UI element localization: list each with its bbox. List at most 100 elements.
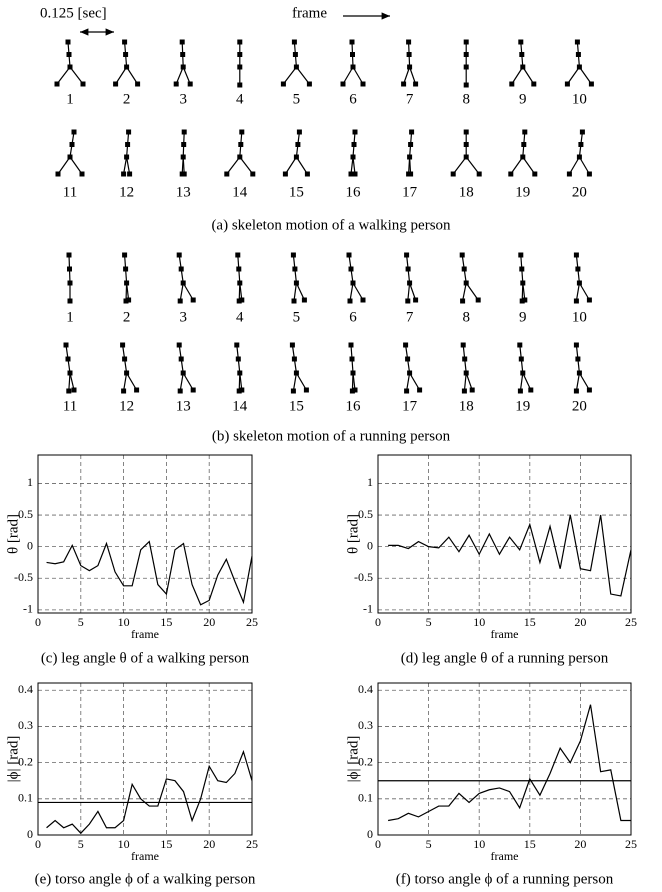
joint: [405, 356, 411, 362]
data-line: [46, 749, 253, 835]
joint: [179, 39, 185, 45]
joint: [289, 342, 295, 348]
joint: [295, 142, 301, 147]
joint: [578, 142, 584, 147]
y-tick-label: -1: [363, 602, 373, 616]
joint: [579, 129, 585, 135]
y-tick-label: 0.4: [18, 682, 33, 696]
bone: [522, 66, 535, 85]
frame-label: 9: [519, 309, 527, 325]
joint: [280, 81, 286, 87]
bone: [519, 372, 524, 392]
joint: [459, 252, 465, 258]
y-tick-label: -0.5: [14, 570, 33, 584]
joint: [586, 297, 592, 303]
joint: [69, 142, 75, 147]
joint: [405, 298, 411, 304]
bone: [293, 282, 297, 302]
bone: [522, 156, 536, 175]
joint: [55, 171, 61, 177]
joint: [122, 39, 128, 45]
joint: [417, 387, 423, 393]
joint: [236, 298, 242, 304]
frame-label: 17: [402, 398, 418, 414]
joint: [306, 81, 312, 87]
bone: [465, 282, 479, 301]
x-tick-label: 5: [78, 615, 84, 629]
bone: [578, 156, 590, 175]
bone: [409, 156, 412, 175]
x-tick-label: 15: [524, 837, 536, 851]
joint: [349, 356, 355, 362]
frame-label: 16: [346, 398, 362, 414]
bone: [295, 156, 308, 175]
x-tick-label: 15: [160, 837, 172, 851]
joint: [177, 298, 183, 304]
joint: [408, 142, 414, 147]
bone: [511, 66, 524, 85]
frame-label: 19: [515, 398, 530, 414]
joint: [406, 39, 412, 45]
joint: [121, 171, 127, 177]
joint: [63, 342, 69, 348]
joint: [176, 342, 182, 348]
bone: [123, 156, 128, 175]
x-tick-label: 25: [246, 837, 258, 851]
frame-label: 4: [236, 91, 244, 107]
joint: [123, 266, 129, 272]
x-tick-label: 10: [118, 615, 130, 629]
y-tick-label: 0: [367, 538, 373, 552]
y-tick-label: 0.1: [18, 791, 33, 805]
joint: [469, 387, 475, 393]
joint: [250, 171, 256, 177]
bone: [350, 156, 354, 175]
joint: [292, 52, 298, 57]
joint: [475, 297, 481, 303]
caption: (a) skeleton motion of a walking person: [211, 217, 451, 233]
joint: [463, 39, 469, 45]
joint: [178, 356, 184, 362]
joint: [406, 52, 412, 57]
joint: [352, 129, 358, 135]
bone: [409, 282, 417, 301]
bone: [295, 282, 305, 301]
joint: [65, 39, 71, 45]
y-tick-label: 0: [27, 538, 33, 552]
frame-label: 14: [232, 184, 248, 200]
x-axis-label: frame: [131, 849, 159, 863]
joint: [79, 171, 85, 177]
joint: [190, 387, 196, 393]
joint: [461, 266, 467, 272]
y-tick-label: 0: [27, 827, 33, 841]
bone: [182, 372, 194, 391]
joint: [181, 142, 187, 147]
joint: [65, 356, 71, 362]
joint: [126, 129, 132, 135]
joint: [403, 342, 409, 348]
x-tick-label: 25: [246, 615, 258, 629]
joint: [351, 142, 357, 147]
bone: [352, 66, 364, 85]
bone: [69, 156, 83, 175]
chart-title: (f) torso angle ϕ of a running person: [396, 871, 614, 887]
bone: [406, 372, 411, 392]
joint: [401, 81, 407, 87]
joint: [113, 81, 119, 87]
frame-label: 8: [462, 91, 470, 107]
frame-label: 16: [346, 184, 362, 200]
joint: [517, 342, 523, 348]
joint: [237, 82, 243, 88]
joint: [518, 252, 524, 258]
x-tick-label: 10: [473, 837, 485, 851]
joint: [463, 82, 469, 88]
bone: [126, 156, 131, 175]
bone: [57, 156, 71, 175]
joint: [404, 388, 410, 394]
plot-frame: [377, 682, 632, 836]
joint: [290, 388, 296, 394]
frame-label: 12: [119, 398, 134, 414]
frame-label: 4: [236, 309, 244, 325]
bone: [349, 282, 354, 302]
joint: [352, 171, 358, 177]
x-axis-label: frame: [491, 627, 519, 641]
